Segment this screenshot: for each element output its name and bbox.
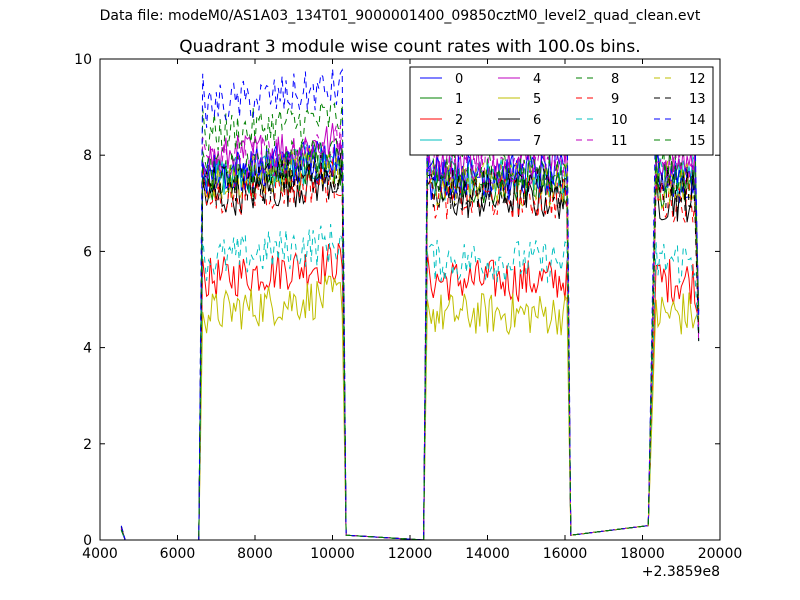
y-tick-label: 2 <box>83 437 92 453</box>
x-tick-label: 8000 <box>237 546 273 562</box>
legend-label-6: 6 <box>533 113 541 128</box>
series-line-0 <box>120 144 700 541</box>
x-tick-label: 4000 <box>82 546 118 562</box>
series-line-5 <box>120 275 700 541</box>
series-line-10 <box>120 223 700 541</box>
legend-label-13: 13 <box>689 92 706 107</box>
x-tick-label: 18000 <box>620 546 665 562</box>
legend-label-8: 8 <box>611 72 619 87</box>
legend-label-12: 12 <box>689 72 706 87</box>
series-line-9 <box>120 159 700 541</box>
series-line-11 <box>120 125 700 541</box>
series-line-3 <box>120 141 700 541</box>
y-tick-label: 0 <box>83 533 92 549</box>
y-tick-label: 8 <box>83 148 92 164</box>
x-tick-label: 20000 <box>698 546 743 562</box>
legend-label-11: 11 <box>611 134 628 149</box>
legend-label-10: 10 <box>611 113 628 128</box>
y-tick-label: 6 <box>83 244 92 260</box>
legend-label-9: 9 <box>611 92 619 107</box>
legend-label-15: 15 <box>689 134 706 149</box>
series-layer <box>120 68 700 541</box>
series-line-4 <box>120 123 700 541</box>
legend-label-7: 7 <box>533 134 541 149</box>
legend-label-4: 4 <box>533 72 541 87</box>
legend-label-0: 0 <box>455 72 463 87</box>
series-line-2 <box>120 243 700 541</box>
series-line-1 <box>120 147 700 541</box>
series-line-12 <box>120 148 700 541</box>
legend-box <box>409 66 714 156</box>
y-tick-label: 4 <box>83 341 92 357</box>
ticks-layer: 4000 6000 8000 10000 12000 14000 16000 18000 200… <box>74 52 742 580</box>
figure-suptitle: Data file: modeM0/AS1A03_134T01_90000014… <box>99 8 701 24</box>
series-line-13 <box>120 152 700 541</box>
chart-title: Quadrant 3 module wise count rates with … <box>179 37 641 57</box>
x-tick-label: 12000 <box>388 546 433 562</box>
x-tick-label: 16000 <box>543 546 588 562</box>
x-offset-label: +2.3859e8 <box>642 564 720 580</box>
legend-label-5: 5 <box>533 92 541 107</box>
x-tick-label: 6000 <box>160 546 196 562</box>
y-tick-label: 10 <box>74 52 92 68</box>
x-tick-label: 10000 <box>310 546 355 562</box>
legend-label-1: 1 <box>455 92 463 107</box>
series-line-6 <box>120 160 700 541</box>
x-tick-label: 14000 <box>465 546 510 562</box>
legend-label-14: 14 <box>689 113 706 128</box>
legend-label-3: 3 <box>455 134 463 149</box>
legend-label-2: 2 <box>455 113 463 128</box>
